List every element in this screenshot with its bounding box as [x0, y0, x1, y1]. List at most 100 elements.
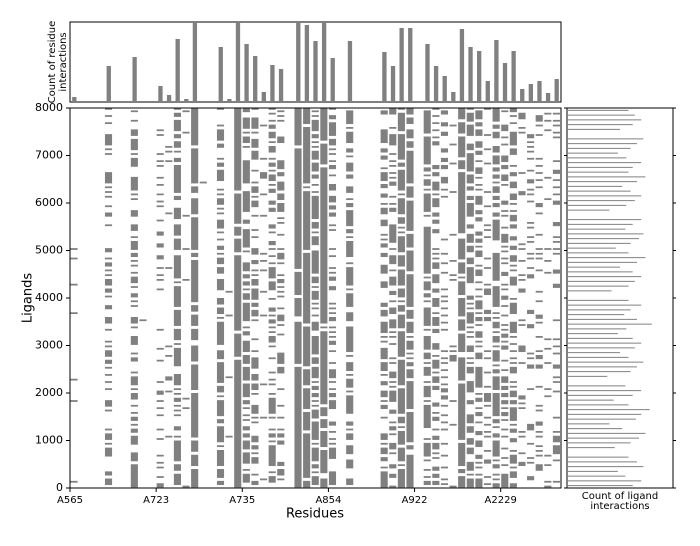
interaction-stripe	[527, 134, 535, 139]
interaction-stripe	[156, 454, 164, 457]
interaction-stripe	[440, 195, 449, 198]
interaction-stripe	[242, 355, 250, 364]
interaction-stripe	[268, 241, 276, 246]
interaction-stripe	[475, 431, 483, 436]
interaction-stripe	[492, 174, 500, 179]
interaction-stripe	[458, 238, 466, 260]
interaction-stripe	[466, 438, 474, 445]
interaction-stripe	[277, 469, 285, 476]
interaction-stripe	[501, 447, 509, 450]
interaction-stripe	[501, 393, 509, 398]
interaction-stripe	[535, 431, 543, 433]
interaction-stripe	[234, 238, 242, 253]
interaction-stripe	[311, 314, 319, 317]
interaction-stripe	[156, 461, 164, 464]
interaction-stripe	[389, 442, 397, 450]
interaction-stripe	[380, 390, 388, 398]
interaction-stripe	[130, 352, 138, 355]
residue-count-bar	[141, 101, 146, 102]
interaction-stripe	[440, 454, 449, 457]
interaction-stripe	[466, 326, 474, 329]
interaction-stripe	[432, 402, 440, 407]
interaction-stripe	[216, 321, 225, 345]
interaction-stripe	[518, 260, 526, 262]
interaction-stripe	[518, 248, 526, 250]
interaction-stripe	[440, 404, 449, 407]
interaction-stripe	[466, 257, 474, 265]
x-tick-label: A723	[143, 495, 169, 506]
interaction-stripe	[216, 108, 225, 110]
interaction-stripe	[380, 336, 388, 338]
interaction-stripe	[527, 423, 535, 431]
interaction-stripe	[492, 317, 500, 319]
x-axis-label: Residues	[286, 507, 344, 522]
interaction-stripe	[277, 478, 285, 481]
interaction-stripe	[475, 122, 483, 127]
interaction-stripe	[432, 108, 440, 110]
residue-count-bar	[511, 51, 516, 102]
interaction-stripe	[242, 160, 250, 184]
interaction-stripe	[509, 203, 517, 205]
residue-count-bar	[278, 69, 284, 102]
interaction-stripe	[70, 400, 78, 402]
interaction-stripe	[320, 326, 328, 329]
interaction-stripe	[104, 279, 113, 286]
interaction-stripe	[277, 217, 285, 220]
interaction-stripe	[191, 454, 199, 467]
interaction-stripe	[552, 169, 560, 174]
interaction-stripe	[294, 108, 302, 146]
interaction-stripe	[104, 269, 113, 272]
interaction-stripe	[518, 112, 526, 120]
interaction-stripe	[501, 407, 509, 410]
interaction-stripe	[156, 134, 164, 136]
interaction-stripe	[346, 433, 354, 440]
interaction-stripe	[165, 267, 173, 269]
interaction-stripe	[156, 390, 164, 395]
interaction-stripe	[527, 150, 535, 153]
interaction-stripe	[216, 480, 225, 486]
interaction-stripe	[466, 224, 474, 229]
interaction-stripe	[509, 245, 517, 250]
interaction-stripe	[527, 169, 535, 172]
interaction-stripe	[173, 224, 181, 236]
interaction-stripe	[303, 108, 311, 125]
interaction-stripe	[251, 309, 259, 317]
interaction-stripe	[440, 395, 449, 400]
interaction-stripe	[492, 459, 500, 462]
interaction-stripe	[492, 181, 500, 184]
interaction-stripe	[294, 366, 302, 488]
interaction-stripe	[303, 412, 311, 431]
residue-count-bar	[227, 99, 232, 102]
interaction-stripe	[423, 226, 431, 274]
interaction-stripe	[389, 336, 397, 338]
interaction-stripe	[346, 445, 354, 455]
interaction-stripe	[277, 388, 285, 391]
residue-count-bar	[244, 44, 249, 102]
interaction-stripe	[277, 136, 285, 144]
interaction-stripe	[509, 224, 517, 229]
interaction-stripe	[552, 248, 560, 250]
interaction-stripe	[311, 141, 319, 144]
interaction-stripe	[492, 212, 500, 217]
interaction-stripe	[216, 188, 225, 191]
interaction-stripe	[268, 146, 276, 153]
interaction-stripe	[432, 328, 440, 334]
interaction-stripe	[389, 276, 397, 286]
interaction-stripe	[294, 148, 302, 269]
residue-count-bar	[390, 66, 396, 102]
interaction-stripe	[182, 407, 190, 410]
interaction-stripe	[104, 257, 113, 260]
interaction-stripe	[320, 419, 328, 429]
interaction-stripe	[277, 181, 285, 191]
interaction-stripe	[328, 174, 337, 177]
interaction-stripe	[130, 293, 138, 298]
interaction-stripe	[509, 236, 517, 241]
residue-count-bar	[192, 22, 198, 102]
interaction-stripe	[406, 412, 414, 443]
interaction-stripe	[268, 119, 276, 122]
interaction-stripe	[475, 331, 483, 338]
interaction-stripe	[328, 388, 337, 391]
interaction-stripe	[389, 362, 397, 364]
y-tick-label: 7000	[35, 149, 63, 162]
